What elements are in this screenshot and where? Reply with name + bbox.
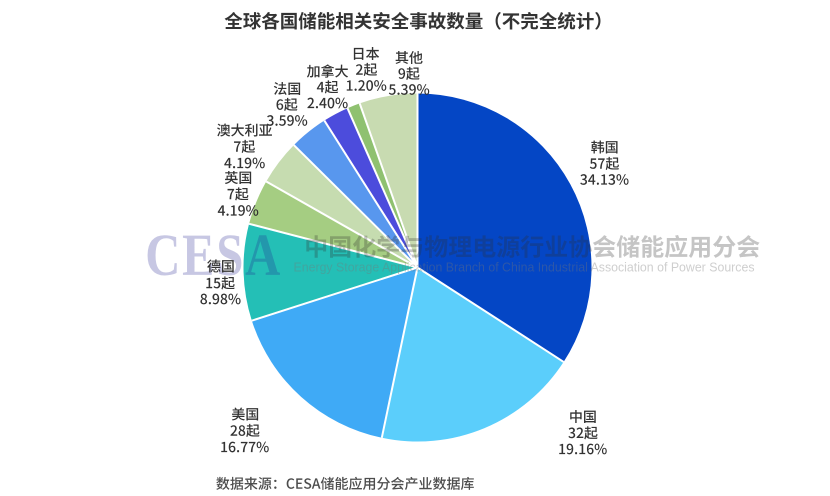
svg-text:Energy Storage Application Bra: Energy Storage Application Branch of Chi…: [294, 261, 755, 275]
